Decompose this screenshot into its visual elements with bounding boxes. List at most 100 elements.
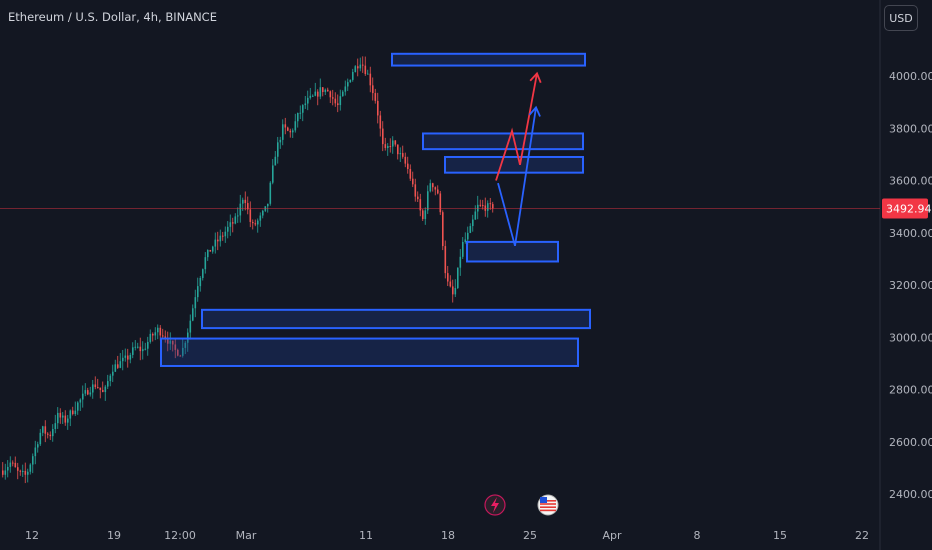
projection-line[interactable] [495, 73, 538, 181]
candle-body [364, 65, 367, 75]
candle-body [282, 124, 284, 140]
candle-body [54, 423, 57, 430]
candle-body [89, 392, 92, 395]
zone-box[interactable] [422, 132, 584, 151]
candle-body [442, 212, 444, 247]
x-tick-label: 25 [523, 529, 537, 542]
candle-body [299, 112, 302, 114]
lightning-icon[interactable] [484, 494, 506, 516]
candle-body [122, 357, 124, 362]
candle-body [242, 199, 244, 204]
y-tick-label: 2400.00 [889, 488, 932, 501]
projection-arrowhead [529, 71, 542, 84]
candle-body [182, 347, 184, 356]
candle-body [132, 347, 134, 355]
candle-body [109, 375, 112, 382]
candle-body [457, 267, 459, 289]
candle-body [229, 222, 232, 227]
candle-body [209, 249, 212, 252]
candle-body [444, 246, 447, 274]
y-tick-label: 4000.00 [889, 70, 932, 83]
zone-box[interactable] [201, 308, 591, 330]
x-tick-label: Apr [602, 529, 622, 542]
candle-body [462, 242, 464, 257]
candle-body [294, 121, 297, 131]
last-price-tag [882, 198, 928, 219]
candle-body [142, 349, 144, 352]
candle-body [377, 100, 379, 116]
zone-box[interactable] [466, 240, 559, 263]
zone-box[interactable] [444, 155, 584, 174]
candle-body [427, 191, 429, 211]
y-tick-label: 2800.00 [889, 384, 932, 397]
candle-body [84, 390, 87, 394]
candle-body [334, 98, 337, 104]
candle-body [304, 103, 307, 106]
candle-body [177, 349, 179, 356]
zone-box[interactable] [391, 52, 586, 67]
candle-body [159, 327, 162, 336]
candle-body [184, 342, 187, 348]
currency-button[interactable]: USD [884, 5, 918, 31]
candle-body [332, 97, 334, 99]
zone-box[interactable] [160, 337, 579, 367]
candle-body [314, 91, 317, 96]
symbol-title: Ethereum / U.S. Dollar, 4h, BINANCE [8, 10, 217, 24]
candle-body [9, 462, 12, 467]
candle-body [117, 364, 119, 368]
candle-body [149, 333, 152, 342]
candle-body [384, 144, 387, 148]
candle-body [262, 210, 264, 216]
candle-body [192, 308, 194, 321]
candle-body [27, 471, 29, 475]
candle-body [232, 222, 234, 224]
candle-body [274, 156, 277, 166]
candle-body [44, 426, 47, 434]
us-flag-icon[interactable] [537, 494, 559, 516]
candle-body [102, 389, 104, 393]
flag-canton [540, 497, 547, 503]
candle-body [389, 146, 392, 148]
candle-body [454, 288, 457, 295]
candle-body [169, 340, 172, 344]
candle-body [309, 95, 312, 98]
candle-body [74, 410, 77, 415]
candle-body [372, 85, 374, 94]
candle-body [319, 87, 322, 97]
candle-body [127, 355, 129, 360]
candle-body [147, 341, 149, 349]
candle-body [412, 178, 414, 185]
candle-body [62, 415, 64, 418]
candle-body [349, 79, 352, 83]
candle-body [137, 346, 139, 348]
candle-body [434, 187, 437, 190]
y-tick-label: 3600.00 [889, 175, 932, 188]
projection-line[interactable] [497, 107, 537, 247]
candle-body [402, 153, 404, 157]
x-tick-label: 22 [855, 529, 869, 542]
candle-body [267, 203, 269, 207]
candle-body [129, 354, 132, 360]
candle-body [34, 447, 37, 457]
candle-body [449, 281, 452, 287]
candle-body [484, 205, 487, 211]
candle-body [207, 249, 209, 258]
candle-body [437, 189, 439, 194]
lightning-glyph [491, 497, 499, 513]
candle-body [37, 444, 39, 448]
candle-body [374, 93, 377, 101]
y-tick-label: 3200.00 [889, 279, 932, 292]
candle-body [277, 142, 279, 157]
candle-body [257, 220, 259, 225]
candle-body [312, 95, 314, 97]
candle-body [489, 203, 492, 205]
candle-body [67, 418, 69, 423]
candle-body [379, 115, 382, 129]
candle-body [254, 223, 257, 225]
candle-body [29, 464, 32, 472]
candle-body [4, 470, 7, 475]
candle-body [77, 402, 79, 411]
candle-body [204, 257, 207, 270]
